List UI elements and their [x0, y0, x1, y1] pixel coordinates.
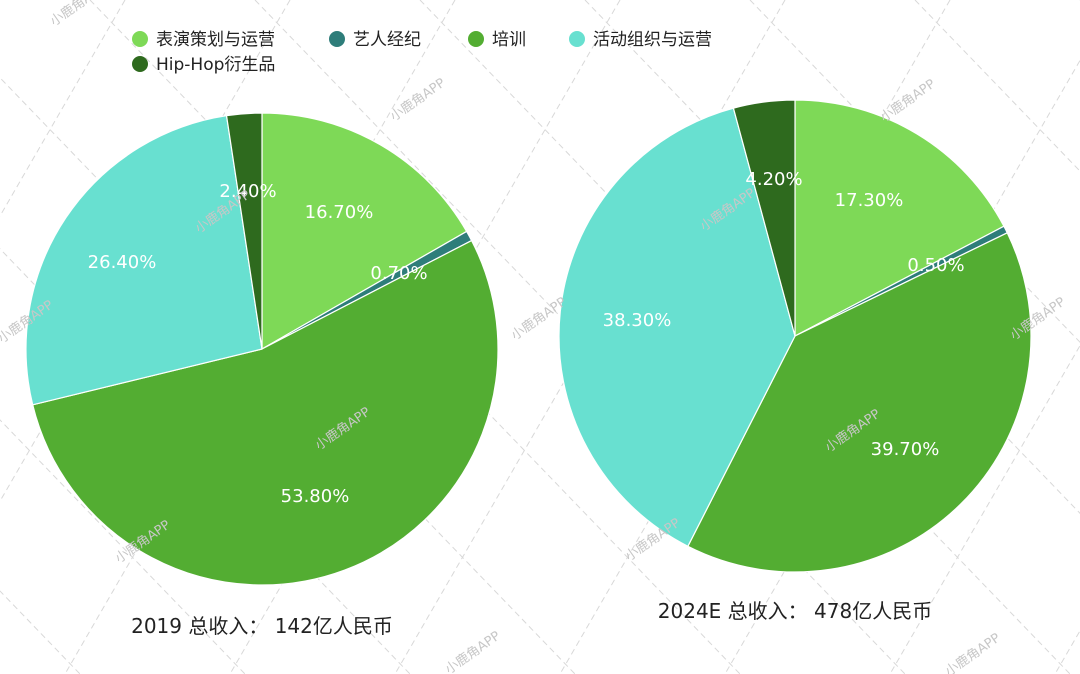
slice-label: 38.30%: [603, 310, 672, 331]
watermark-line: [0, 419, 246, 674]
legend-item: 培训: [468, 30, 526, 50]
slice-label: 2.40%: [219, 181, 276, 202]
legend-item: 活动组织与运营: [569, 30, 712, 50]
slice-label: 17.30%: [835, 190, 904, 211]
pie-slice: [558, 107, 796, 548]
legend-marker: [132, 56, 148, 72]
legend-label: Hip-Hop衍生品: [156, 55, 275, 75]
legend: 表演策划与运营 艺人经纪 培训 活动组织与运营 Hip-Hop衍生品: [132, 30, 712, 75]
watermark-text: 小鹿角APP: [387, 75, 448, 125]
pie-caption: 2024E 总收入： 478亿人民币: [658, 599, 932, 623]
legend-item: 艺人经纪: [329, 30, 421, 50]
pie-caption: 2019 总收入： 142亿人民币: [131, 614, 393, 638]
slice-label: 53.80%: [281, 486, 350, 507]
watermark-text: 小鹿角APP: [877, 76, 938, 126]
legend-item: Hip-Hop衍生品: [132, 55, 275, 75]
slice-label: 4.20%: [745, 169, 802, 190]
slice-label: 16.70%: [305, 202, 374, 223]
watermark-line: [419, 0, 1071, 674]
legend-label: 艺人经纪: [353, 30, 421, 50]
watermark-text: 小鹿角APP: [47, 0, 108, 30]
legend-marker: [569, 31, 585, 47]
slice-label: 39.70%: [871, 439, 940, 460]
legend-item: 表演策划与运营: [132, 30, 275, 50]
pies-group: 16.70% 0.70% 53.80% 26.40% 2.40% 17.30% 0.50% 3…: [25, 99, 1032, 586]
legend-label: 活动组织与运营: [593, 30, 712, 50]
legend-marker: [468, 31, 484, 47]
pie-slice: [25, 114, 263, 406]
slice-label: 0.70%: [370, 263, 427, 284]
slice-label: 26.40%: [88, 252, 157, 273]
watermark-line: [0, 77, 576, 674]
pie-slice: [687, 232, 1032, 573]
pie-slice: [225, 112, 263, 350]
watermark-text: 小鹿角APP: [942, 630, 1003, 674]
watermark-line: [1054, 629, 1080, 674]
captions: 2019 总收入： 142亿人民币 2024E 总收入： 478亿人民币: [131, 599, 932, 638]
slice-label: 0.50%: [907, 255, 964, 276]
legend-label: 培训: [492, 30, 526, 50]
legend-marker: [329, 31, 345, 47]
pie-1: 16.70% 0.70% 53.80% 26.40% 2.40%: [25, 112, 499, 586]
pie-2: 17.30% 0.50% 39.70% 38.30% 4.20%: [558, 99, 1032, 573]
legend-marker: [132, 31, 148, 47]
pie-slice: [31, 239, 499, 586]
pie-slice: [261, 112, 468, 351]
pie-slice: [732, 99, 796, 337]
watermark-line: [89, 0, 741, 674]
pie-slice: [794, 99, 1005, 337]
watermark-text: 小鹿角APP: [442, 628, 503, 674]
legend-label: 表演策划与运营: [156, 30, 275, 50]
